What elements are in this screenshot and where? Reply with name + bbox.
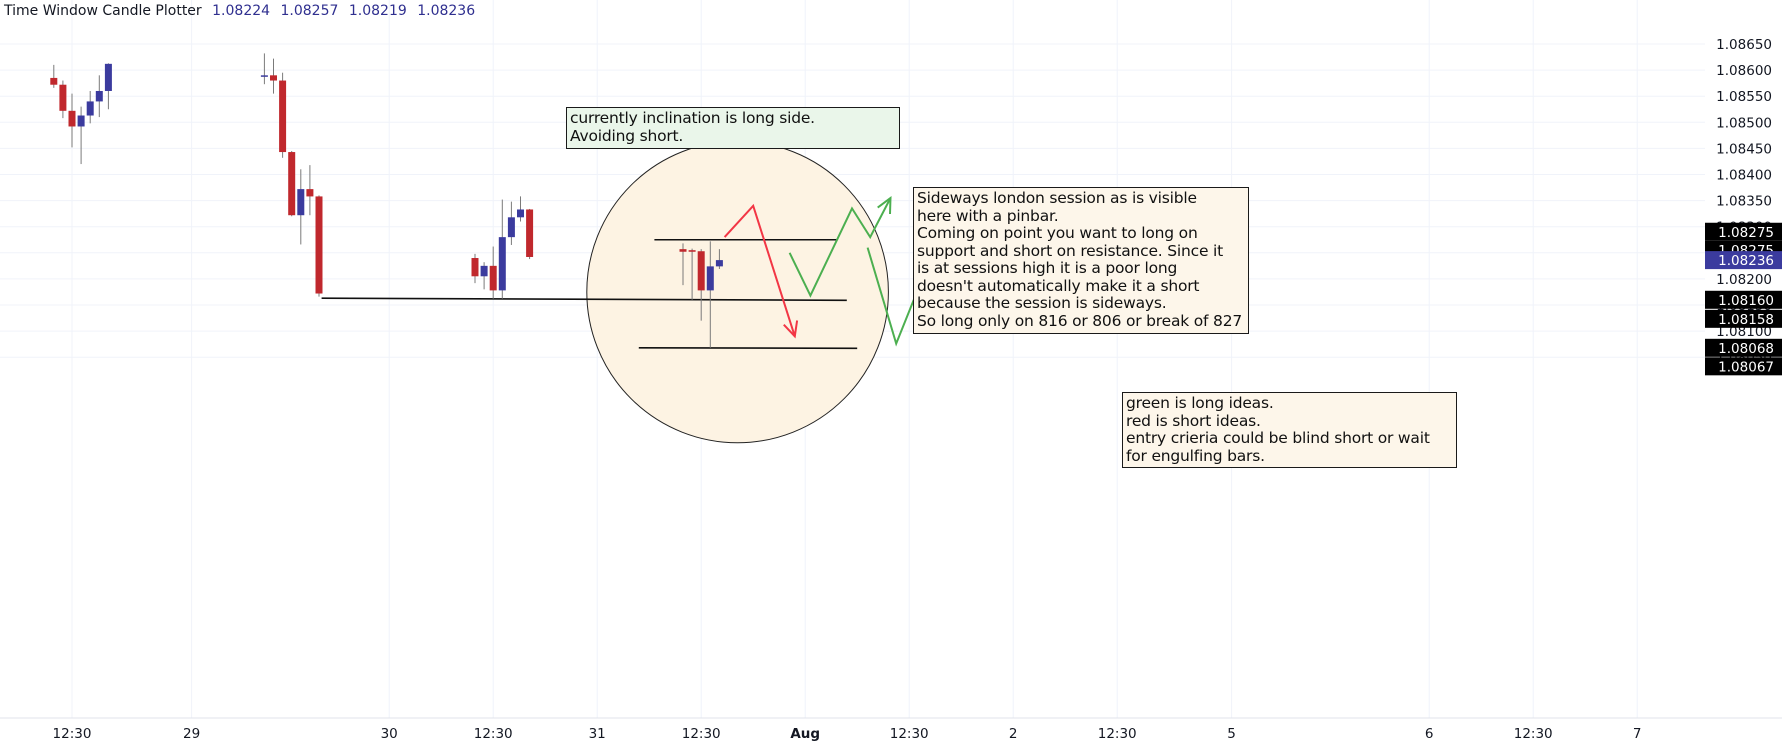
candle-body bbox=[59, 84, 67, 111]
ohlc-low: 1.08219 bbox=[348, 3, 407, 19]
candle-body bbox=[526, 209, 534, 257]
price-tag-label: 1.08067 bbox=[1718, 359, 1774, 375]
level-line bbox=[321, 297, 847, 302]
candle-body bbox=[517, 209, 524, 218]
x-tick-label: 12:30 bbox=[890, 726, 929, 742]
long-idea-arrow bbox=[788, 197, 892, 298]
y-tick-label: 1.08350 bbox=[1716, 194, 1772, 210]
x-tick-label: 6 bbox=[1425, 726, 1434, 742]
ohlc-open: 1.08224 bbox=[212, 3, 271, 19]
y-tick-label: 1.08600 bbox=[1716, 63, 1772, 79]
short-idea-arrow bbox=[723, 203, 796, 337]
price-tag-label: 1.08160 bbox=[1718, 293, 1774, 309]
price-tag-bg bbox=[1705, 290, 1782, 309]
candle-body bbox=[104, 63, 112, 91]
candle-body bbox=[688, 250, 696, 252]
note-inclination[interactable]: currently inclination is long side. Avoi… bbox=[566, 107, 900, 149]
candle-body bbox=[50, 77, 58, 85]
x-tick-label: Aug bbox=[790, 726, 820, 742]
candle-body bbox=[480, 265, 488, 277]
chart-title: Time Window Candle Plotter bbox=[4, 3, 202, 19]
y-tick-label: 1.08550 bbox=[1716, 89, 1772, 105]
note-color-legend[interactable]: green is long ideas. red is short ideas.… bbox=[1122, 392, 1457, 468]
y-tick-label: 1.08100 bbox=[1716, 324, 1772, 340]
candle-body bbox=[95, 90, 103, 102]
ohlc-close: 1.08236 bbox=[417, 3, 476, 19]
price-tag-label: 1.08158 bbox=[1718, 312, 1774, 328]
candle-body bbox=[715, 260, 723, 267]
ohlc-high: 1.08257 bbox=[280, 3, 339, 19]
x-tick-label: 12:30 bbox=[53, 726, 92, 742]
price-tag-bg bbox=[1705, 309, 1782, 328]
candle-body bbox=[77, 115, 85, 127]
candle-body bbox=[315, 196, 323, 294]
chart-header: Time Window Candle Plotter 1.08224 1.082… bbox=[4, 3, 475, 19]
candle-body bbox=[697, 251, 705, 291]
y-tick-label: 1.08200 bbox=[1716, 272, 1772, 288]
price-tag-bg bbox=[1705, 338, 1782, 357]
x-tick-label: 31 bbox=[589, 726, 606, 742]
candle-body bbox=[86, 101, 94, 116]
y-tick-label: 1.08500 bbox=[1716, 115, 1772, 131]
x-axis: 12:30 29 30 12:30 31 12:30 Aug 12:30 2 12:30 5 6 12:… bbox=[0, 717, 1782, 742]
price-tag-bg bbox=[1705, 222, 1782, 241]
support-resistance-lines bbox=[321, 238, 858, 350]
candle-body bbox=[270, 75, 277, 81]
y-tick-label: 1.08400 bbox=[1716, 168, 1772, 184]
price-tag-label: 1.08068 bbox=[1718, 341, 1774, 357]
x-tick-label: 12:30 bbox=[474, 726, 513, 742]
candle-body bbox=[507, 217, 515, 238]
candle-body bbox=[260, 75, 268, 77]
x-tick-label: 5 bbox=[1227, 726, 1236, 742]
x-tick-label: 2 bbox=[1009, 726, 1018, 742]
candle-body bbox=[279, 80, 287, 153]
sideways-session-circle bbox=[586, 140, 889, 444]
x-tick-label: 29 bbox=[183, 726, 200, 742]
candle-body bbox=[706, 266, 714, 291]
x-tick-label: 12:30 bbox=[682, 726, 721, 742]
x-tick-label: 7 bbox=[1633, 726, 1642, 742]
short-idea-arrow-head bbox=[783, 320, 799, 339]
y-tick-label: 1.08650 bbox=[1716, 37, 1772, 53]
candle-body bbox=[306, 189, 314, 197]
x-tick-label: 12:30 bbox=[1098, 726, 1137, 742]
candles bbox=[50, 53, 723, 348]
y-tick-label: 1.08450 bbox=[1716, 141, 1772, 157]
price-tags: 1.082751.082751.082361.081601.081581.080… bbox=[1705, 222, 1782, 376]
candle-body bbox=[498, 237, 506, 291]
note-sideways-session[interactable]: Sideways london session as is visible he… bbox=[913, 187, 1249, 334]
candle-body bbox=[679, 249, 687, 252]
level-line bbox=[638, 347, 858, 350]
price-tag-label: 1.08236 bbox=[1718, 253, 1774, 269]
x-tick-label: 12:30 bbox=[1514, 726, 1553, 742]
x-tick-label: 30 bbox=[381, 726, 398, 742]
price-tag-label: 1.08275 bbox=[1718, 225, 1774, 241]
price-tag-bg bbox=[1705, 357, 1782, 376]
candle-body bbox=[297, 189, 305, 216]
candle-body bbox=[471, 258, 479, 277]
long-idea-arrow-head bbox=[877, 195, 892, 215]
candle-body bbox=[68, 110, 76, 127]
candle-body bbox=[489, 265, 497, 291]
candle-body bbox=[288, 152, 296, 216]
price-tag-bg bbox=[1705, 251, 1782, 270]
